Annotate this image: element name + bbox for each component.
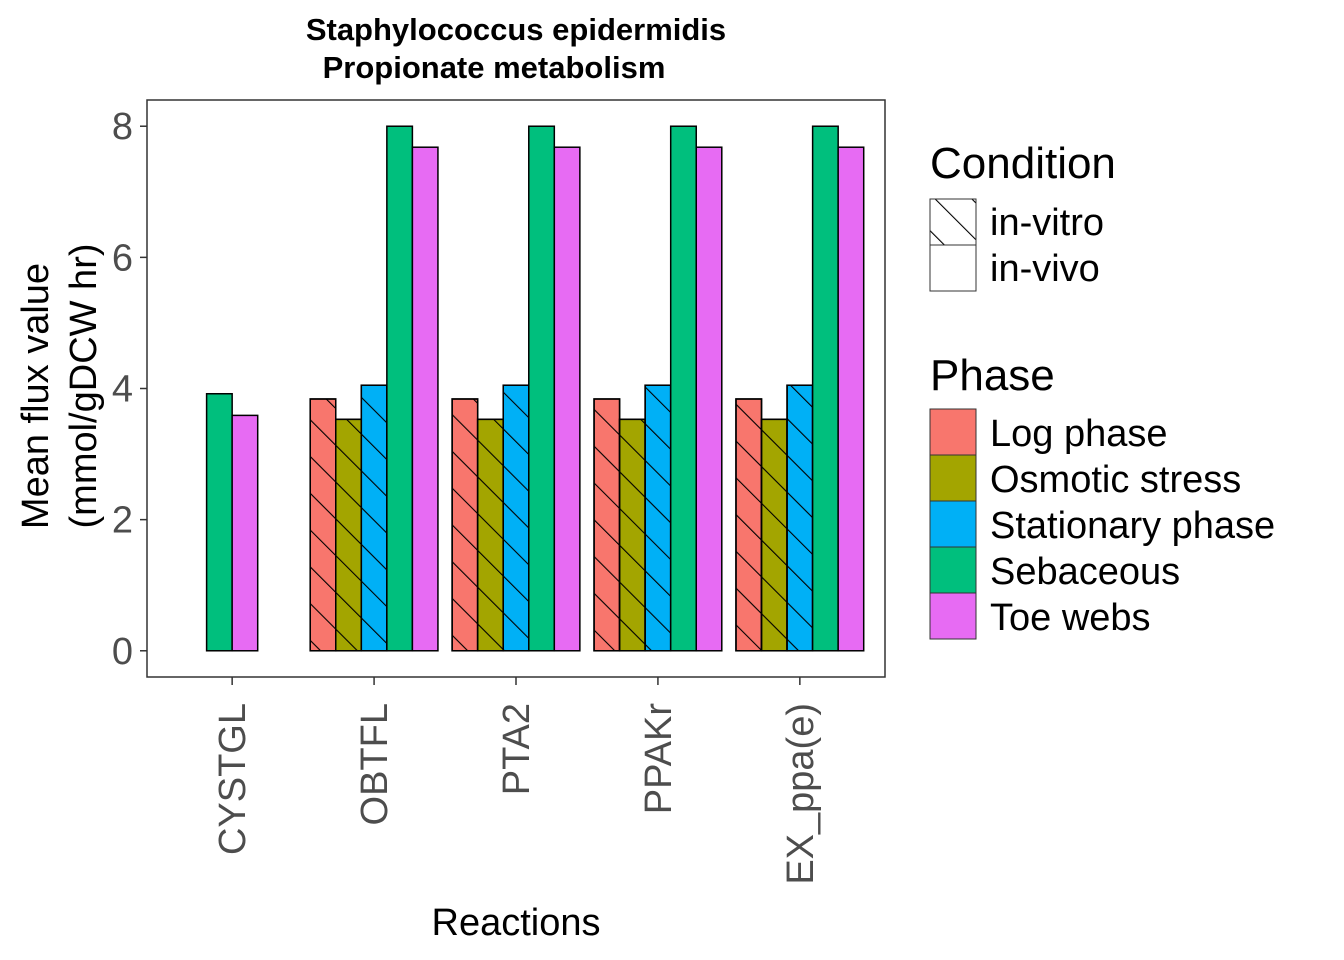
chart-title-line-1: Staphylococcus epidermidis xyxy=(306,12,726,47)
legend-swatch-stationary-phase xyxy=(929,500,977,548)
bar-hatch-osmotic-stress-EX_ppa(e) xyxy=(760,418,788,652)
bar-toe-webs-OBTFL xyxy=(411,146,439,652)
legend-label-stationary-phase: Stationary phase xyxy=(990,505,1275,547)
x-tick-label-EX_ppa(e): EX_ppa(e) xyxy=(780,703,822,885)
legend-label-log-phase: Log phase xyxy=(990,413,1168,455)
legend-condition-title: Condition xyxy=(930,139,1116,188)
bar-hatch-log-phase-OBTFL xyxy=(309,398,337,652)
chart-title-line-2: Propionate metabolism xyxy=(323,50,666,85)
legend-label-toe-webs: Toe webs xyxy=(990,597,1151,639)
bar-hatch-osmotic-stress-OBTFL xyxy=(335,418,363,652)
bar-sebaceous-OBTFL xyxy=(386,125,414,652)
legend-label-in-vivo: in-vivo xyxy=(990,248,1100,290)
y-tick-label-4: 4 xyxy=(112,369,133,411)
legend-swatch-sebaceous xyxy=(929,546,977,594)
x-tick-label-CYSTGL: CYSTGL xyxy=(212,703,254,855)
x-tick-label-PPAKr: PPAKr xyxy=(638,703,680,815)
y-axis: 0 2 4 6 8 xyxy=(112,106,147,673)
legend-key-in-vivo xyxy=(929,244,977,292)
legend-phase-title: Phase xyxy=(930,351,1055,400)
legend-label-osmotic-stress: Osmotic stress xyxy=(990,459,1241,501)
bar-hatch-stationary-phase-PPAKr xyxy=(644,384,672,652)
legend-key-hatch-in-vitro xyxy=(929,198,977,246)
y-tick-label-8: 8 xyxy=(112,106,133,148)
bar-hatch-log-phase-PPAKr xyxy=(593,398,621,652)
legend-label-in-vitro: in-vitro xyxy=(990,202,1104,244)
y-axis-title-line-1: Mean flux value xyxy=(15,263,57,529)
y-axis-title-line-2: (mmol/gDCW hr) xyxy=(63,244,105,529)
x-axis: CYSTGL OBTFL PTA2 PPAKr EX_ppa(e) xyxy=(212,677,822,885)
y-tick-label-0: 0 xyxy=(112,631,133,673)
legend-swatch-osmotic-stress xyxy=(929,454,977,502)
bar-toe-webs-PTA2 xyxy=(553,146,581,652)
bar-hatch-log-phase-PTA2 xyxy=(451,398,479,652)
legend-swatch-log-phase xyxy=(929,408,977,456)
bar-sebaceous-PTA2 xyxy=(528,125,556,652)
bar-hatch-log-phase-EX_ppa(e) xyxy=(735,398,763,652)
bar-toe-webs-CYSTGL xyxy=(231,414,259,652)
legend-swatch-toe-webs xyxy=(929,592,977,640)
bar-sebaceous-CYSTGL xyxy=(205,392,233,652)
bars-layer xyxy=(205,125,865,652)
bar-hatch-osmotic-stress-PPAKr xyxy=(618,418,646,652)
bar-sebaceous-EX_ppa(e) xyxy=(811,125,839,652)
x-axis-title: Reactions xyxy=(432,902,601,944)
bar-hatch-osmotic-stress-PTA2 xyxy=(476,418,504,652)
y-tick-label-2: 2 xyxy=(112,500,133,542)
bar-sebaceous-PPAKr xyxy=(669,125,697,652)
x-tick-label-OBTFL: OBTFL xyxy=(354,703,396,825)
bar-hatch-stationary-phase-PTA2 xyxy=(502,384,530,652)
bar-toe-webs-EX_ppa(e) xyxy=(837,146,865,652)
bar-toe-webs-PPAKr xyxy=(695,146,723,652)
x-tick-label-PTA2: PTA2 xyxy=(496,703,538,795)
legend-label-sebaceous: Sebaceous xyxy=(990,551,1180,593)
bar-hatch-stationary-phase-OBTFL xyxy=(360,384,388,652)
y-tick-label-6: 6 xyxy=(112,237,133,279)
bar-hatch-stationary-phase-EX_ppa(e) xyxy=(786,384,814,652)
